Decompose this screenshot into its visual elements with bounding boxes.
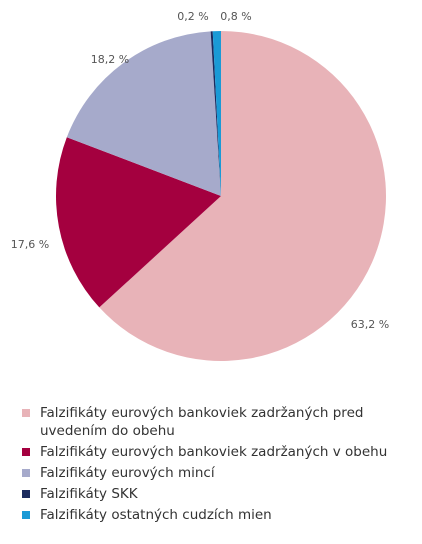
legend-item: Falzifikáty eurových mincí — [20, 464, 420, 482]
slice-label: 18,2 % — [91, 53, 129, 66]
legend-swatch — [22, 448, 30, 456]
legend: Falzifikáty eurových bankoviek zadržanýc… — [20, 404, 420, 527]
pie-slice — [99, 31, 386, 361]
pie-slice — [210, 31, 221, 196]
slice-label: 0,8 % — [220, 10, 251, 23]
slice-label: 17,6 % — [11, 238, 49, 251]
legend-item: Falzifikáty eurových bankoviek zadržanýc… — [20, 443, 420, 461]
legend-label: Falzifikáty eurových mincí — [40, 465, 215, 481]
pie-slice — [55, 137, 221, 308]
legend-item: Falzifikáty SKK — [20, 485, 420, 503]
slice-label: 0,2 % — [177, 10, 208, 23]
legend-label: Falzifikáty eurových bankoviek zadržanýc… — [40, 444, 388, 460]
legend-item: Falzifikáty eurových bankoviek zadržanýc… — [20, 404, 420, 440]
legend-label: Falzifikáty eurových bankoviek zadržanýc… — [40, 405, 364, 439]
legend-swatch — [22, 409, 30, 417]
pie-slice — [66, 31, 221, 196]
pie-slice — [212, 31, 221, 196]
legend-label: Falzifikáty ostatných cudzích mien — [40, 507, 272, 523]
legend-swatch — [22, 490, 30, 498]
pie-chart: 63,2 % 17,6 % 18,2 % 0,2 % 0,8 % — [11, 10, 389, 361]
legend-item: Falzifikáty ostatných cudzích mien — [20, 506, 420, 524]
legend-label: Falzifikáty SKK — [40, 486, 138, 502]
legend-swatch — [22, 469, 30, 477]
slice-label: 63,2 % — [351, 318, 389, 331]
legend-swatch — [22, 511, 30, 519]
